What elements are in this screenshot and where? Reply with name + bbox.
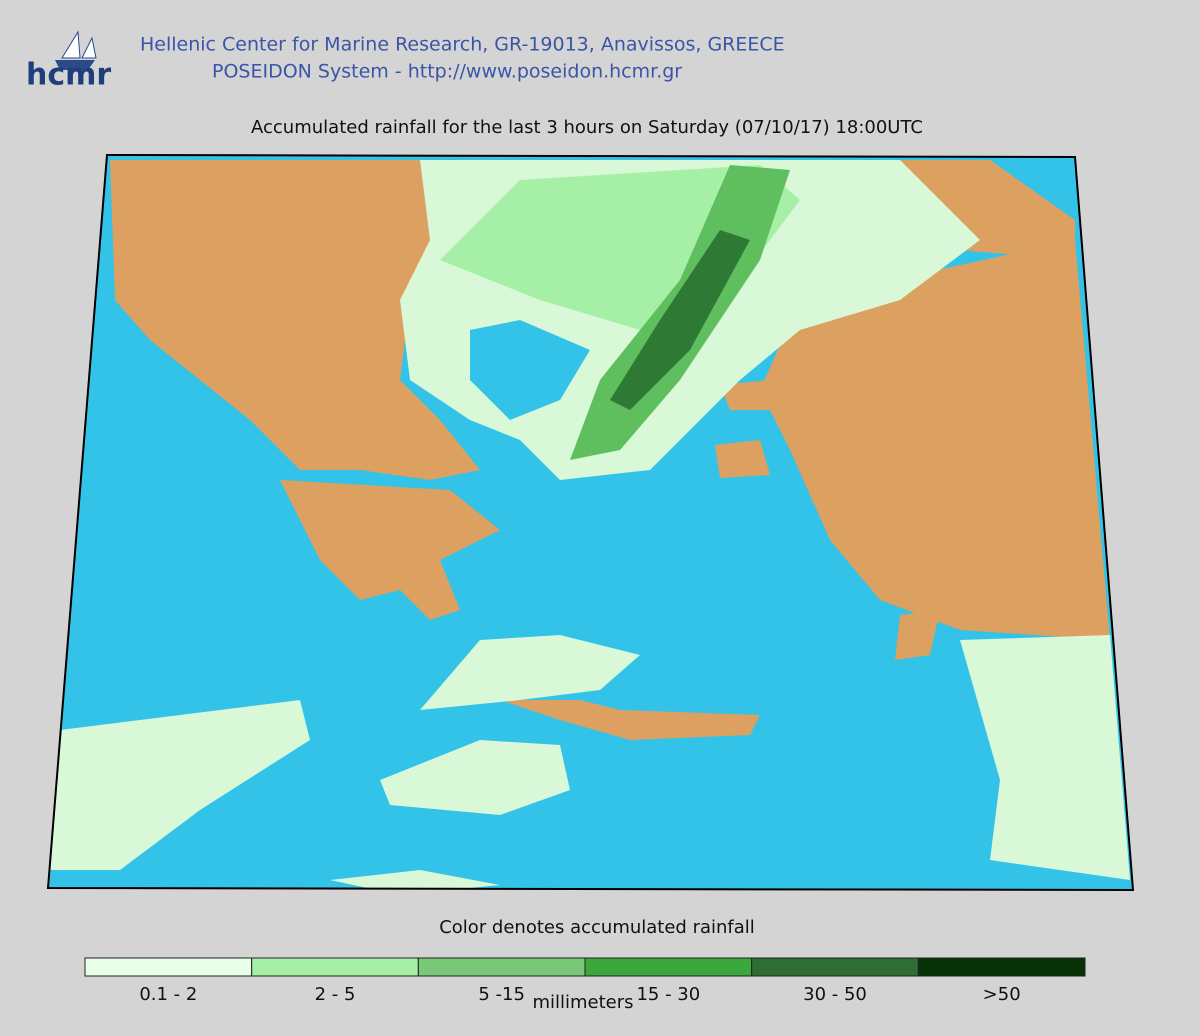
logo-text: hcmr xyxy=(26,58,111,93)
legend-label: 15 - 30 xyxy=(636,984,700,1005)
legend-label: 5 -15 xyxy=(478,984,525,1005)
legend-label: 0.1 - 2 xyxy=(139,984,197,1005)
legend-swatch xyxy=(417,957,586,977)
rain-area xyxy=(50,700,310,870)
land xyxy=(715,440,770,478)
rain-area xyxy=(960,635,1130,880)
legend-swatch xyxy=(251,957,419,977)
header-line: Hellenic Center for Marine Research, GR-… xyxy=(140,34,785,56)
legend-unit: millimeters xyxy=(532,992,633,1013)
legend: 0.1 - 2 2 - 5 5 -15 15 - 30 30 - 50 >50 xyxy=(84,957,1086,1005)
legend-label: 30 - 50 xyxy=(803,984,867,1005)
land xyxy=(760,240,1110,640)
rain-area xyxy=(420,635,640,710)
legend-swatch xyxy=(917,957,1086,977)
rain-area xyxy=(610,230,750,410)
map-title: Accumulated rainfall for the last 3 hour… xyxy=(251,117,923,138)
header-line: POSEIDON System - http://www.poseidon.hc… xyxy=(212,61,682,83)
land xyxy=(500,700,760,740)
map-frame xyxy=(46,153,1135,892)
logo-ship xyxy=(55,60,95,70)
logo: hcmr xyxy=(26,30,111,93)
land xyxy=(720,380,780,410)
land xyxy=(895,610,940,660)
legend-label: 2 - 5 xyxy=(315,984,356,1005)
land xyxy=(900,160,1075,260)
legend-swatch xyxy=(584,957,753,977)
legend-label: >50 xyxy=(983,984,1021,1005)
legend-swatch xyxy=(84,957,253,977)
logo-sails xyxy=(61,30,97,59)
land xyxy=(280,480,500,620)
rain-area xyxy=(380,740,570,815)
land xyxy=(110,160,480,480)
sea xyxy=(470,320,590,420)
legend-swatch xyxy=(751,957,919,977)
legend-title: Color denotes accumulated rainfall xyxy=(439,917,755,938)
map xyxy=(48,155,1133,890)
